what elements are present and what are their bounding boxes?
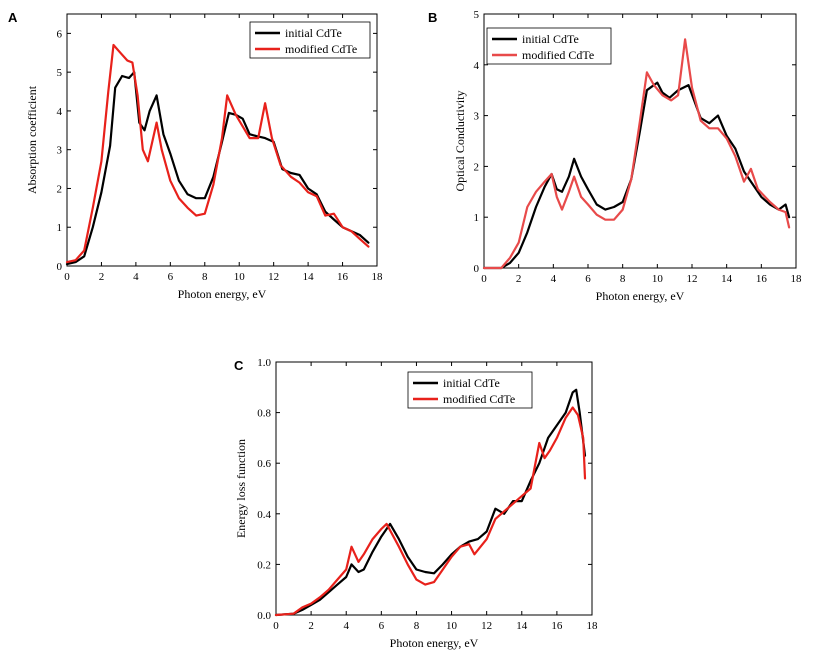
x-tick-label: 14 (516, 620, 528, 632)
legend-box (486, 27, 612, 65)
x-tick-label: 14 (303, 271, 315, 283)
x-tick-label: 2 (308, 620, 314, 632)
y-tick-label: 5 (57, 67, 63, 79)
x-tick-label: 10 (446, 620, 458, 632)
y-tick-label: 2 (57, 183, 63, 195)
legend-label: modified CdTe (522, 48, 594, 62)
legend-label: initial CdTe (522, 32, 579, 46)
x-tick-label: 2 (516, 273, 522, 285)
x-tick-label: 0 (64, 271, 70, 283)
y-axis-title: Optical Conductivity (453, 91, 467, 192)
x-tick-label: 8 (202, 271, 208, 283)
x-tick-label: 16 (337, 271, 349, 283)
legend-label: modified CdTe (443, 392, 515, 406)
x-tick-label: 12 (481, 620, 492, 632)
plot-frame (483, 13, 797, 269)
series-line-modified (482, 38, 791, 270)
x-tick-label: 4 (343, 620, 349, 632)
y-tick-label: 6 (57, 28, 63, 40)
x-axis-title: Photon energy, eV (596, 289, 685, 303)
y-tick-label: 0.4 (257, 509, 271, 521)
x-tick-label: 18 (587, 620, 599, 632)
y-tick-label: 5 (474, 9, 480, 21)
y-tick-label: 3 (474, 111, 480, 123)
legend-box (249, 21, 371, 59)
legend-label: initial CdTe (443, 376, 500, 390)
panel-c: 0 2 4 6 8 10 12 14 16 18 0.0 0.2 0.4 0.6 0.8 1.0 Photon … (234, 357, 598, 650)
x-tick-label: 10 (652, 273, 664, 285)
x-tick-label: 0 (273, 620, 279, 632)
series-line-modified (274, 406, 587, 617)
x-tick-label: 14 (721, 273, 733, 285)
y-tick-label: 4 (474, 60, 480, 72)
x-tick-label: 12 (687, 273, 698, 285)
series-line-initial (274, 388, 587, 617)
x-tick-label: 6 (379, 620, 385, 632)
y-tick-label: 4 (57, 106, 63, 118)
panel-letter: B (428, 10, 437, 25)
x-tick-label: 8 (414, 620, 420, 632)
plot-frame (275, 361, 593, 616)
y-axis-title: Energy loss function (234, 439, 248, 538)
y-axis-title: Absorption coefficient (25, 85, 39, 194)
y-tick-label: 3 (57, 145, 63, 157)
x-tick-label: 6 (585, 273, 591, 285)
legend-label: initial CdTe (285, 26, 342, 40)
y-tick-label: 1.0 (257, 357, 271, 369)
y-tick-label: 1 (474, 212, 480, 224)
legend-box (407, 371, 533, 409)
x-tick-label: 4 (551, 273, 557, 285)
panel-letter: A (8, 10, 18, 25)
panel-letter: C (234, 358, 244, 373)
x-tick-label: 2 (99, 271, 105, 283)
x-axis-title: Photon energy, eV (390, 636, 479, 650)
y-tick-label: 2 (474, 161, 480, 173)
x-tick-label: 10 (234, 271, 246, 283)
x-tick-label: 12 (268, 271, 279, 283)
x-tick-label: 0 (481, 273, 487, 285)
x-axis-title: Photon energy, eV (178, 287, 267, 301)
x-tick-label: 16 (551, 620, 563, 632)
x-tick-label: 18 (372, 271, 384, 283)
plot-frame (66, 13, 378, 267)
y-tick-label: 0 (474, 263, 480, 275)
y-tick-label: 0 (57, 261, 63, 273)
y-tick-label: 0.8 (257, 408, 271, 420)
x-tick-label: 16 (756, 273, 768, 285)
legend-label: modified CdTe (285, 42, 357, 56)
y-tick-label: 1 (57, 222, 63, 234)
series-line-modified (65, 43, 370, 264)
x-tick-label: 4 (133, 271, 139, 283)
y-tick-label: 0.2 (257, 559, 271, 571)
y-tick-label: 0.0 (257, 610, 271, 622)
y-tick-label: 0.6 (257, 458, 271, 470)
x-tick-label: 6 (168, 271, 174, 283)
x-tick-label: 8 (620, 273, 626, 285)
series-line-initial (482, 81, 791, 270)
series-line-initial (65, 71, 370, 266)
x-tick-label: 18 (791, 273, 803, 285)
